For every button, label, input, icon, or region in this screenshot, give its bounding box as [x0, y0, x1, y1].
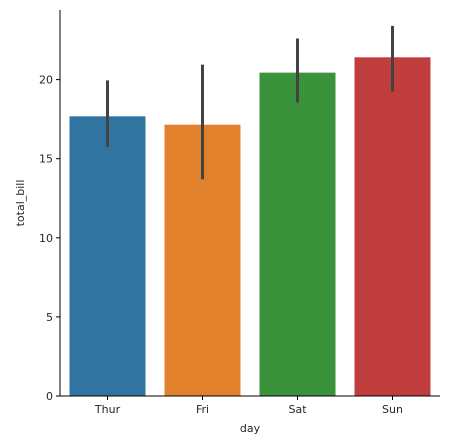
x-tick-label: Sat: [288, 403, 307, 416]
x-tick-label: Thur: [94, 403, 121, 416]
y-tick-label: 10: [39, 232, 53, 245]
error-bars-layer: [106, 25, 394, 180]
x-axis-label: day: [240, 422, 261, 435]
y-tick-label: 20: [39, 74, 53, 87]
bar-sat: [259, 72, 336, 396]
bar-sun: [354, 57, 431, 397]
x-ticks: Thur Fri Sat Sun: [94, 396, 403, 416]
y-tick-label: 15: [39, 153, 53, 166]
bars-layer: [69, 57, 431, 397]
y-ticks: 0 5 10 15 20: [39, 74, 60, 403]
y-tick-label: 5: [46, 311, 53, 324]
y-axis-label: total_bill: [14, 180, 27, 227]
bar-thur: [69, 116, 146, 396]
axes-layer: [59, 10, 440, 397]
x-tick-label: Sun: [382, 403, 403, 416]
x-tick-label: Fri: [196, 403, 209, 416]
y-tick-label: 0: [46, 390, 53, 403]
